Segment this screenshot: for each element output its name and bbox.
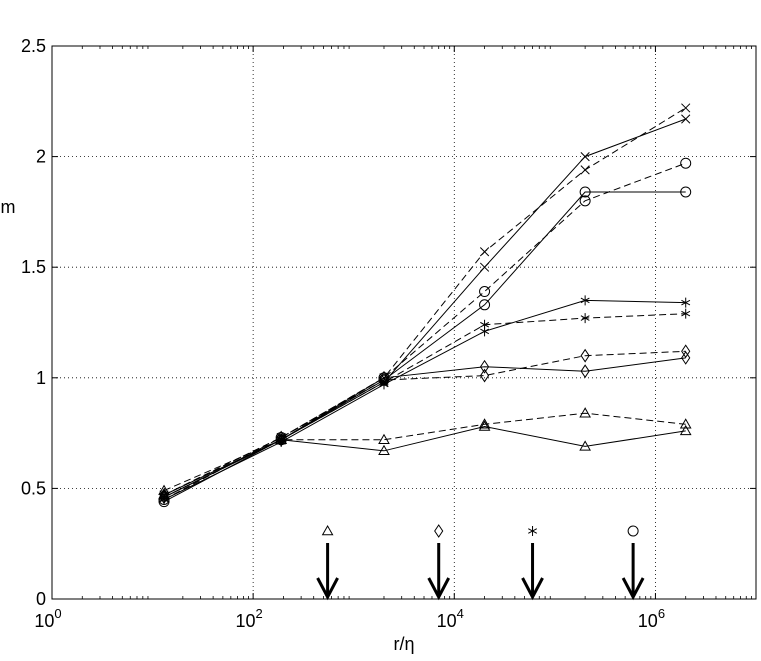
y-tick-label: 1.5 — [21, 257, 46, 277]
series-line — [163, 350, 686, 496]
x-marker — [580, 151, 590, 162]
y-tick-label: 0 — [36, 589, 46, 609]
triangle-marker — [478, 420, 491, 431]
x-marker — [681, 114, 691, 124]
x-tick-base: 10 — [437, 611, 457, 631]
grid — [52, 46, 756, 599]
x-marker — [276, 432, 286, 443]
circle-marker — [680, 157, 692, 169]
y-axis-label: m — [1, 197, 16, 217]
x-marker — [159, 492, 169, 502]
series-x-dashed — [159, 103, 691, 500]
star-marker — [580, 313, 590, 324]
y-tick-label: 2 — [36, 147, 46, 167]
x-tick-exponent: 0 — [54, 606, 61, 621]
circle-marker — [275, 432, 287, 444]
circle-marker — [627, 525, 639, 537]
x-tick-base: 10 — [34, 611, 54, 631]
series-line — [163, 191, 686, 503]
star-marker — [480, 319, 490, 330]
series-line — [163, 118, 686, 498]
series-line — [163, 299, 686, 500]
x-marker — [479, 247, 490, 257]
series-x-solid — [159, 114, 691, 502]
circle-marker — [479, 299, 491, 311]
plot-background — [52, 46, 756, 599]
series-layer — [158, 103, 692, 508]
diamond-marker — [681, 350, 691, 365]
x-marker — [681, 103, 691, 113]
star-marker — [580, 295, 590, 306]
arrow-annotation-triangle — [316, 524, 339, 601]
star-marker — [681, 308, 691, 319]
triangle-marker — [579, 407, 591, 418]
triangle-marker — [579, 440, 591, 451]
x-marker — [379, 373, 389, 383]
x-marker — [580, 165, 590, 175]
x-tick-base: 10 — [236, 611, 256, 631]
x-tick-label: 106 — [638, 606, 665, 631]
diamond-marker — [479, 368, 490, 383]
x-tick-label: 102 — [236, 606, 263, 631]
x-tick-exponent: 6 — [658, 606, 665, 621]
x-tick-label: 104 — [437, 606, 464, 631]
plot-frame — [51, 45, 757, 600]
x-tick-exponent: 2 — [256, 606, 263, 621]
x-marker — [159, 490, 169, 500]
star-marker — [681, 297, 691, 308]
annotation-layer — [316, 524, 645, 601]
circle-marker — [579, 186, 591, 198]
y-tick-label: 0.5 — [21, 478, 46, 498]
series-circle-dashed — [158, 157, 692, 505]
y-tick-label: 2.5 — [21, 36, 46, 56]
series-line — [163, 412, 686, 492]
y-tick-label: 1 — [36, 368, 46, 388]
diamond-marker — [479, 359, 490, 374]
circle-marker — [680, 186, 692, 198]
triangle-marker — [378, 444, 390, 456]
diamond-marker — [580, 348, 590, 363]
series-line — [163, 107, 686, 496]
circle-marker — [479, 286, 491, 298]
diamond-marker — [580, 364, 590, 379]
arrow-head — [316, 577, 339, 601]
triangle-marker — [679, 424, 692, 436]
x-axis-label: r/η — [393, 634, 414, 654]
diamond-marker — [434, 524, 444, 538]
x-tick-base: 10 — [638, 611, 658, 631]
x-marker — [479, 262, 490, 272]
x-tick-label: 100 — [34, 606, 61, 631]
triangle-marker — [478, 418, 491, 429]
circle-marker — [579, 195, 591, 207]
x-tick-exponent: 4 — [457, 606, 464, 621]
x-marker — [276, 435, 286, 445]
triangle-marker — [679, 418, 692, 429]
star-marker — [528, 526, 538, 536]
triangle-marker — [321, 524, 334, 536]
diamond-marker — [681, 344, 691, 359]
series-line — [163, 162, 686, 500]
triangle-marker — [378, 433, 390, 444]
